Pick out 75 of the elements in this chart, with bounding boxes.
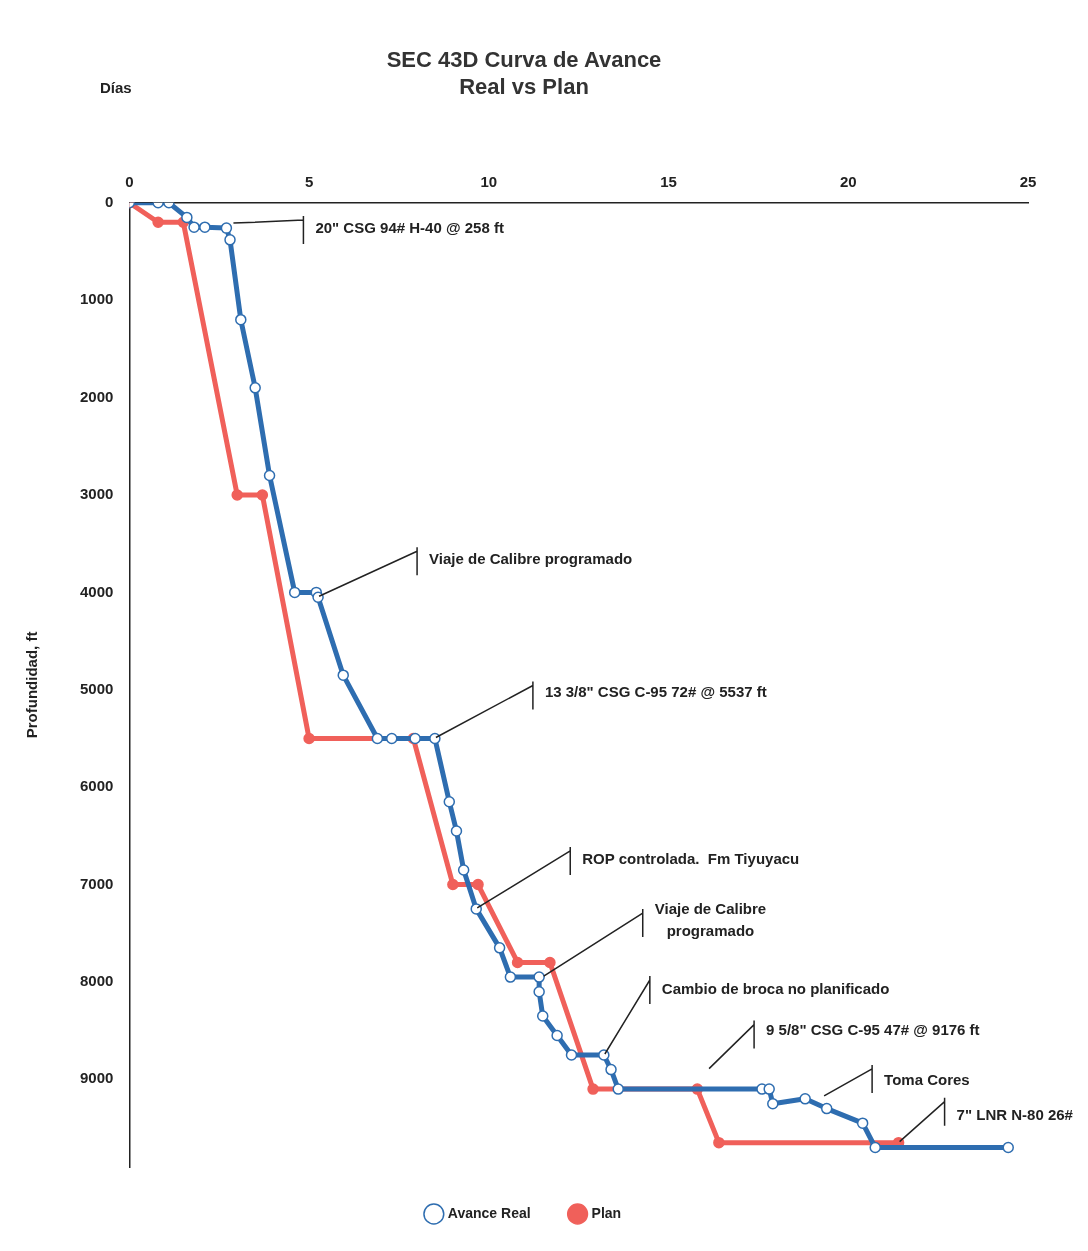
point	[220, 222, 233, 234]
point	[605, 1063, 617, 1076]
point	[188, 221, 200, 233]
point	[337, 669, 349, 681]
point	[504, 971, 517, 983]
point	[470, 903, 482, 915]
point	[472, 878, 484, 891]
point	[249, 382, 261, 394]
y-tick-label: 2000	[79, 387, 114, 405]
point	[587, 1083, 599, 1095]
point	[533, 971, 545, 983]
point	[256, 489, 269, 501]
x-tick-label: 10	[480, 172, 498, 190]
y-tick-label: 7000	[79, 874, 114, 892]
y-tick-label: 8000	[79, 972, 114, 990]
point	[457, 864, 470, 876]
point	[551, 1029, 563, 1042]
y-tick-label: 1000	[79, 290, 114, 308]
point	[224, 234, 236, 246]
point	[713, 1136, 725, 1149]
point	[598, 1049, 610, 1061]
annotation: 13 3/8" CSG C-95 72# @ 5537 ft	[544, 682, 767, 703]
y-tick-label: 3000	[79, 485, 114, 503]
point	[1002, 1141, 1014, 1154]
point	[450, 825, 463, 837]
y-tick-label: 4000	[79, 582, 114, 600]
point	[536, 1010, 549, 1022]
x-tick-label: 25	[1019, 172, 1037, 190]
annotation: 20" CSG 94# H-40 @ 258 ft	[315, 218, 504, 239]
y-tick-label: 0	[105, 192, 114, 210]
annotation: 9 5/8" CSG C-95 47# @ 9176 ft	[766, 1019, 980, 1040]
point	[799, 1093, 811, 1105]
point	[763, 1083, 775, 1095]
legend-label: Avance Real	[447, 1204, 531, 1221]
x-tick-label: 5	[304, 172, 314, 190]
y-tick-label: 5000	[79, 679, 114, 697]
point	[235, 313, 247, 326]
text: Días	[100, 78, 132, 98]
legend-label: Plan	[591, 1204, 622, 1221]
x-tick-label: 20	[839, 172, 857, 190]
annotation: ROP controlada. Fm Tiyuyacu	[582, 848, 800, 869]
point	[231, 489, 243, 501]
point	[612, 1083, 624, 1095]
y-axis-title: Profundidad, ft	[23, 631, 41, 739]
point	[544, 956, 556, 969]
x-tick-label: 0	[125, 172, 134, 190]
point	[447, 878, 459, 891]
point	[181, 211, 193, 224]
point	[371, 732, 384, 745]
point	[288, 586, 301, 599]
annotation: Viaje de Calibre programado	[654, 899, 767, 942]
annotation: Viaje de Calibre programado	[429, 549, 633, 570]
x-tick-label: 15	[660, 172, 677, 190]
point	[429, 732, 441, 745]
point	[443, 796, 456, 808]
y-tick-label: 6000	[79, 777, 114, 795]
y-tick-label: 9000	[79, 1069, 114, 1087]
chart-title: SEC 43D Curva de Avance Real vs Plan	[386, 47, 662, 99]
point	[493, 942, 506, 954]
point	[820, 1102, 833, 1115]
point	[533, 985, 545, 998]
point	[386, 732, 398, 745]
point	[303, 732, 315, 745]
point	[869, 1141, 881, 1154]
point	[856, 1117, 869, 1129]
point	[565, 1049, 578, 1061]
point	[312, 591, 324, 603]
annotation: 7" LNR N-80 26#	[956, 1104, 1073, 1125]
annotation: Toma Cores	[884, 1069, 970, 1090]
point	[511, 956, 524, 969]
point	[263, 469, 276, 482]
point	[152, 216, 164, 229]
point	[199, 221, 211, 233]
annotation: Cambio de broca no planificado	[661, 979, 890, 999]
point	[767, 1097, 779, 1110]
